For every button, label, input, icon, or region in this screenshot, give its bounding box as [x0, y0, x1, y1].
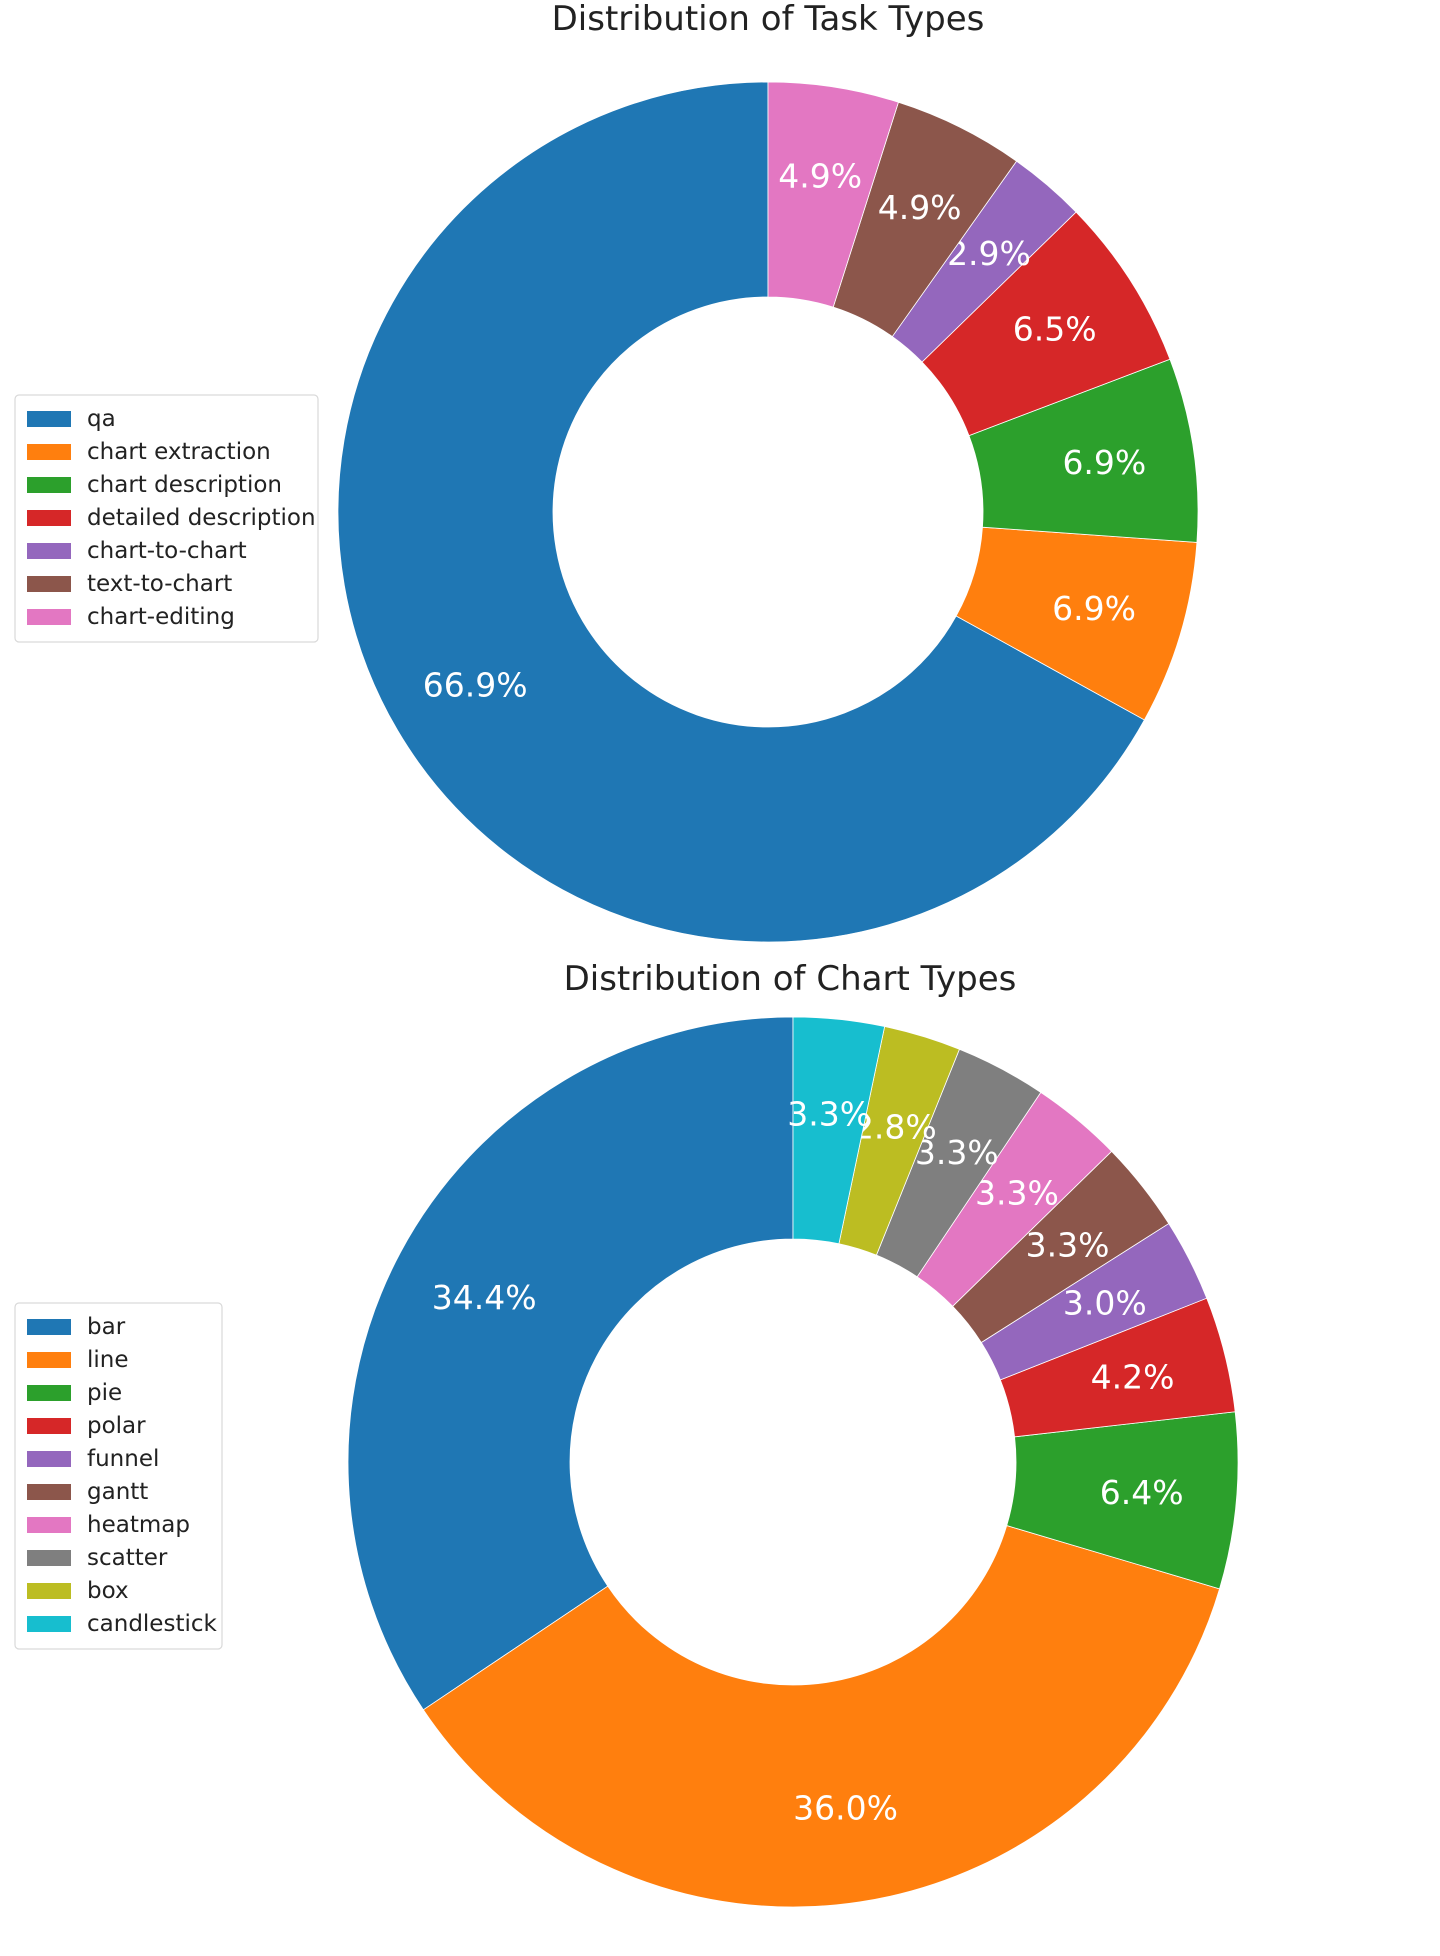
- legend-label-bar: bar: [87, 1314, 126, 1340]
- legend-swatch-heatmap: [27, 1517, 71, 1533]
- legend-swatch-chart-extraction: [27, 444, 71, 460]
- legend-label-scatter: scatter: [87, 1545, 168, 1571]
- legend-label-qa: qa: [87, 406, 116, 432]
- legend-swatch-candlestick: [27, 1616, 71, 1632]
- slice-label-chart-editing: 4.9%: [778, 157, 862, 196]
- slice-label-qa: 66.9%: [423, 665, 528, 704]
- legend-label-gantt: gantt: [87, 1479, 148, 1505]
- legend-label-detailed-description: detailed description: [87, 505, 316, 531]
- slice-label-bar: 34.4%: [432, 1278, 537, 1317]
- legend-label-chart-editing: chart-editing: [87, 604, 235, 630]
- slice-label-pie: 6.4%: [1100, 1473, 1184, 1512]
- legend-label-pie: pie: [87, 1380, 122, 1406]
- legend-swatch-detailed-description: [27, 510, 71, 526]
- legend-swatch-qa: [27, 411, 71, 427]
- legend-label-box: box: [87, 1578, 129, 1604]
- legend-label-candlestick: candlestick: [87, 1611, 217, 1637]
- slice-qa: [337, 81, 1145, 943]
- slice-label-detailed-description: 6.5%: [1013, 310, 1097, 349]
- slice-label-line: 36.0%: [793, 1789, 898, 1828]
- slice-label-scatter: 3.3%: [915, 1133, 999, 1172]
- slice-label-chart-extraction: 6.9%: [1052, 589, 1136, 628]
- legend-swatch-gantt: [27, 1484, 71, 1500]
- slice-label-text-to-chart: 4.9%: [878, 188, 962, 227]
- chart-title: Distribution of Task Types: [552, 0, 985, 39]
- legend-swatch-polar: [27, 1418, 71, 1434]
- legend-swatch-scatter: [27, 1550, 71, 1566]
- slice-label-chart-description: 6.9%: [1062, 443, 1146, 482]
- slice-label-box: 2.8%: [853, 1108, 937, 1147]
- legend-label-text-to-chart: text-to-chart: [87, 571, 232, 597]
- legend-swatch-line: [27, 1352, 71, 1368]
- legend-label-line: line: [87, 1347, 129, 1373]
- slice-line: [422, 1525, 1221, 1908]
- slice-label-polar: 4.2%: [1091, 1358, 1175, 1397]
- legend-frame: [14, 394, 319, 643]
- legend-label-chart-to-chart: chart-to-chart: [87, 538, 247, 564]
- legend-label-chart-description: chart description: [87, 472, 282, 498]
- legend-label-polar: polar: [87, 1413, 146, 1439]
- legend-label-funnel: funnel: [87, 1446, 159, 1472]
- slice-bar: [347, 1016, 794, 1711]
- legend-swatch-chart-to-chart: [27, 543, 71, 559]
- slice-label-heatmap: 3.3%: [975, 1174, 1059, 1213]
- slice-label-gantt: 3.3%: [1026, 1225, 1110, 1264]
- legend-swatch-funnel: [27, 1451, 71, 1467]
- legend-swatch-text-to-chart: [27, 576, 71, 592]
- chart-title: Distribution of Chart Types: [564, 959, 1017, 999]
- legend-swatch-chart-editing: [27, 609, 71, 625]
- legend-label-heatmap: heatmap: [87, 1512, 190, 1538]
- slice-candlestick: [792, 1016, 886, 1245]
- slice-label-funnel: 3.0%: [1063, 1284, 1147, 1323]
- legend-swatch-chart-description: [27, 477, 71, 493]
- chart-types-donut-chart: Distribution of Chart Types 34.4% 36.0% 6.…: [14, 959, 1239, 1908]
- slice-label-chart-to-chart: 2.9%: [947, 234, 1031, 273]
- slice-label-candlestick: 3.3%: [787, 1094, 871, 1133]
- slice-chart-editing: [767, 81, 899, 308]
- legend-swatch-box: [27, 1583, 71, 1599]
- legend-label-chart-extraction: chart extraction: [87, 439, 271, 465]
- legend-swatch-bar: [27, 1319, 71, 1335]
- task-types-donut-chart: Distribution of Task Types 66.9% 6.9% 6.9%…: [14, 0, 1199, 943]
- legend-swatch-pie: [27, 1385, 71, 1401]
